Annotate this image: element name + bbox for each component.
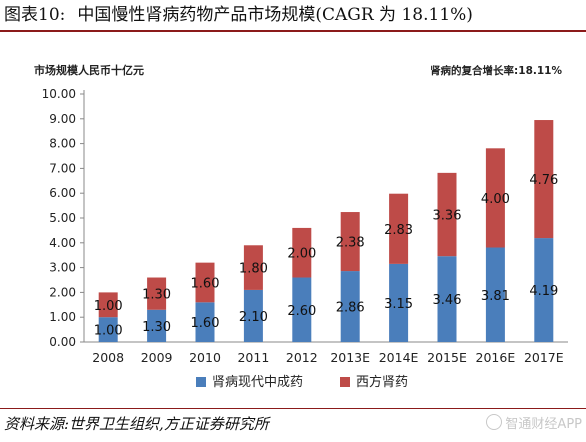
- bar-segment: [292, 277, 312, 342]
- bar-segment: [534, 120, 554, 239]
- bar-segment: [147, 309, 167, 342]
- y-tick-label: 3.00: [49, 261, 76, 275]
- bar-segment: [292, 227, 312, 278]
- bar-segment: [437, 256, 457, 342]
- x-tick-label: 2014E: [379, 350, 419, 365]
- bar-segment: [485, 247, 505, 342]
- cagr-annotation: 肾病的复合增长率:18.11%: [430, 64, 562, 77]
- x-tick-label: 2008: [92, 350, 124, 365]
- data-label: 1.80: [239, 262, 268, 277]
- bars: 1.00 1.00 1.30 1.30 1.60 1.60 2.10 1.80 2.60 2.00…: [94, 120, 558, 342]
- bar-segment: [437, 172, 457, 257]
- y-axis: 0.00 1.00 2.00 3.00 4.00 5.00 6.00 7.00 8.00 9.00…: [42, 87, 85, 349]
- legend-label: 西方肾药: [356, 374, 408, 390]
- bar-segment: [243, 289, 263, 342]
- data-label: 2.38: [336, 236, 365, 251]
- x-tick-label: 2010: [189, 350, 221, 365]
- bar-segment: [534, 238, 554, 342]
- data-label: 3.46: [433, 293, 462, 308]
- y-tick-label: 0.00: [49, 335, 76, 349]
- y-tick-label: 5.00: [49, 211, 76, 225]
- figure-title: 图表10: 中国慢性肾病药物产品市场规模(CAGR 为 18.11%): [4, 2, 582, 28]
- watermark: 智通财经APP: [486, 414, 582, 435]
- watermark-logo-icon: [486, 414, 503, 430]
- data-label: 4.00: [481, 192, 510, 207]
- bar-segment: [485, 148, 505, 248]
- y-tick-label: 10.00: [42, 87, 76, 101]
- stacked-bar-chart: 市场规模人民币十亿元 肾病的复合增长率:18.11% 0.00 1.00 2.00 3…: [34, 63, 568, 390]
- x-tick-label: 2016E: [476, 350, 516, 365]
- y-tick-label: 6.00: [49, 186, 76, 200]
- legend: 肾病现代中成药 西方肾药: [196, 374, 408, 390]
- data-label: 3.15: [384, 297, 413, 312]
- data-label: 3.81: [481, 289, 510, 304]
- legend-swatch: [340, 377, 350, 387]
- figure-number: 图表10:: [4, 5, 66, 25]
- bar-segment: [340, 271, 360, 342]
- figure-title-text: 中国慢性肾病药物产品市场规模(CAGR 为 18.11%): [77, 5, 473, 25]
- x-tick-label: 2015E: [427, 350, 467, 365]
- x-tick-label: 2017E: [524, 350, 564, 365]
- bar-segment: [195, 262, 215, 303]
- bar-segment: [195, 302, 215, 342]
- data-label: 2.86: [336, 301, 365, 316]
- data-label: 1.00: [94, 299, 123, 314]
- data-label: 1.30: [142, 320, 171, 335]
- y-tick-label: 2.00: [49, 285, 76, 299]
- bar-segment: [243, 245, 263, 290]
- bar-segment: [147, 277, 167, 310]
- legend-swatch: [196, 377, 206, 387]
- title-rule: [0, 30, 586, 32]
- x-tick-label: 2012: [286, 350, 318, 365]
- data-label: 2.10: [239, 310, 268, 325]
- bar-segment: [340, 212, 360, 272]
- legend-label: 肾病现代中成药: [212, 375, 303, 390]
- data-label: 1.00: [94, 324, 123, 339]
- data-label: 1.30: [142, 288, 171, 303]
- data-label: 2.00: [287, 247, 316, 262]
- chart-title: 市场规模人民币十亿元: [34, 63, 144, 77]
- footer-rule: [0, 408, 586, 409]
- data-label: 3.36: [433, 209, 462, 224]
- data-label: 2.83: [384, 223, 413, 238]
- bar-segment: [389, 193, 409, 264]
- x-tick-label: 2009: [141, 350, 173, 365]
- bar-segment: [389, 263, 409, 342]
- x-tick-label: 2011: [237, 350, 269, 365]
- watermark-text: 智通财经APP: [505, 417, 582, 432]
- x-axis: 2008 2009 2010 2011 2012 2013E 2014E 2015E 2016E…: [84, 341, 568, 365]
- data-label: 4.19: [529, 284, 558, 299]
- data-label: 1.60: [191, 276, 220, 291]
- data-label: 2.60: [287, 304, 316, 319]
- y-tick-label: 9.00: [49, 112, 76, 126]
- y-tick-label: 1.00: [49, 310, 76, 324]
- y-tick-label: 7.00: [49, 161, 76, 175]
- y-tick-label: 8.00: [49, 137, 76, 151]
- y-tick-label: 4.00: [49, 236, 76, 250]
- data-label: 1.60: [191, 316, 220, 331]
- x-tick-label: 2013E: [330, 350, 370, 365]
- bar-segment: [98, 317, 118, 342]
- bar-segment: [98, 292, 118, 318]
- data-label: 4.76: [529, 173, 558, 188]
- source-note: 资料来源:世界卫生组织,方正证券研究所: [4, 415, 269, 433]
